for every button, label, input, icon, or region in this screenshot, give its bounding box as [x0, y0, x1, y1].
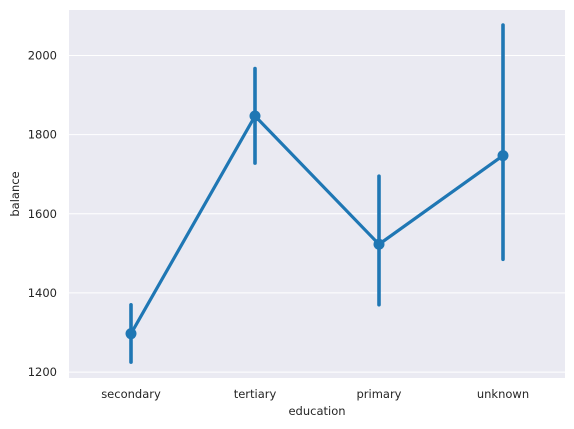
y-tick-labels: 1200 1400 1600 1800 2000: [28, 49, 57, 380]
x-tick-labels: secondary tertiary primary unknown: [101, 387, 529, 401]
x-tick-label: secondary: [101, 387, 161, 401]
data-point: [250, 111, 261, 122]
x-tick-label: unknown: [477, 387, 529, 401]
data-point: [498, 150, 509, 161]
y-tick-label: 1600: [28, 207, 57, 221]
y-tick-label: 1800: [28, 128, 57, 142]
x-axis-label: education: [288, 404, 345, 418]
y-tick-label: 2000: [28, 49, 57, 63]
x-tick-label: primary: [356, 387, 401, 401]
data-point: [126, 328, 137, 339]
y-tick-label: 1200: [28, 365, 57, 379]
y-axis-label: balance: [8, 171, 22, 216]
plot-area-background: [69, 10, 565, 378]
x-tick-label: tertiary: [234, 387, 277, 401]
data-point: [374, 239, 385, 250]
y-tick-label: 1400: [28, 286, 57, 300]
